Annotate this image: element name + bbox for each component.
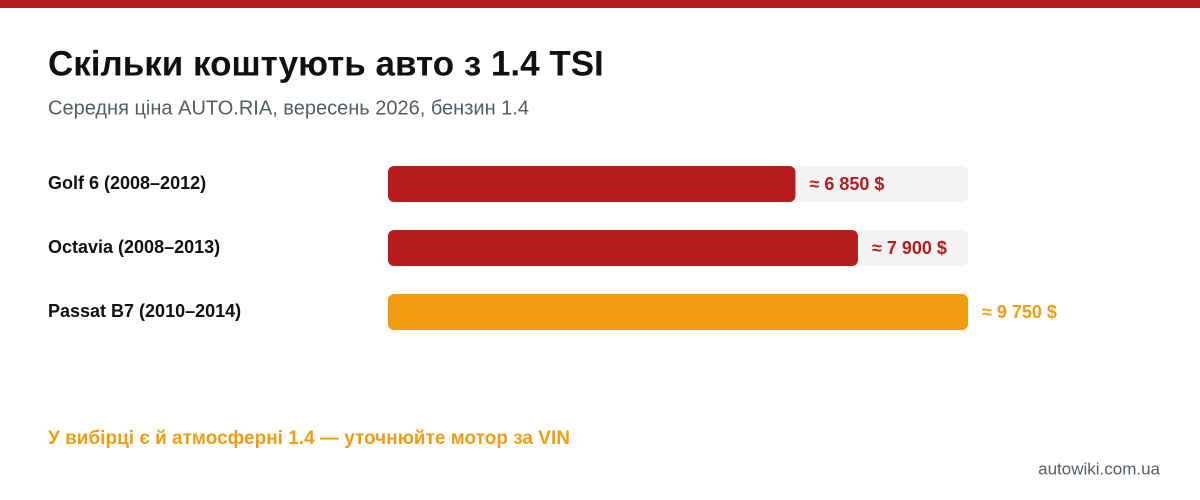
- value-label: ≈ 9 750 $: [982, 302, 1057, 322]
- source: autowiki.com.ua: [1038, 459, 1160, 478]
- value-label: ≈ 6 850 $: [809, 174, 884, 194]
- chart-title: Скільки коштують авто з 1.4 TSI: [48, 44, 604, 83]
- annotation: У вибірці є й атмосферні 1.4 — уточнюйте…: [48, 428, 570, 449]
- value-label: ≈ 7 900 $: [872, 238, 947, 258]
- chart-subtitle: Середня ціна AUTO.RIA, вересень 2026, бе…: [48, 97, 529, 119]
- bar: [388, 230, 858, 266]
- bar: [388, 166, 796, 202]
- category-label: Octavia (2008–2013): [48, 237, 220, 257]
- category-label: Passat B7 (2010–2014): [48, 301, 241, 321]
- category-label: Golf 6 (2008–2012): [48, 173, 206, 193]
- top-stripe: [0, 0, 1200, 8]
- bar: [388, 294, 968, 330]
